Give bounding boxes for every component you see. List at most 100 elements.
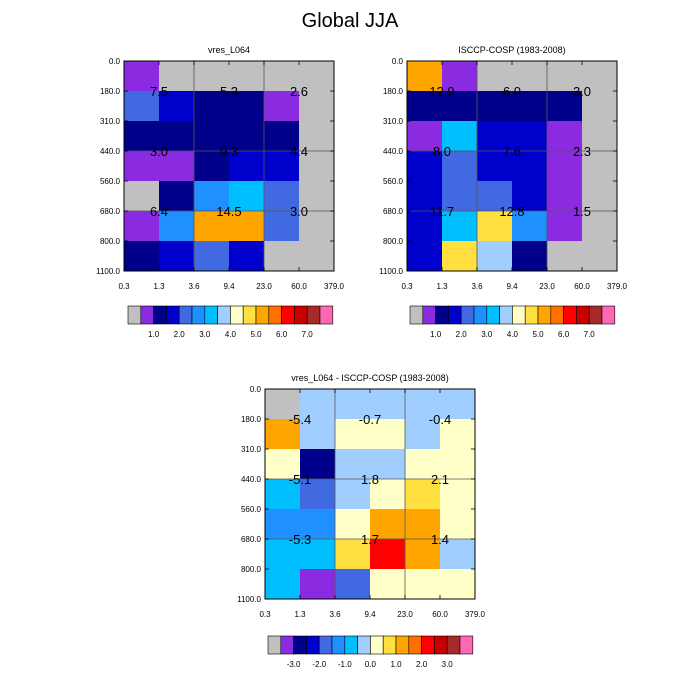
heatmap-cell [477,181,513,212]
colorbar-label: -3.0 [287,660,301,669]
heatmap-cell [124,211,160,242]
colorbar-label: 1.0 [148,330,160,339]
colorbar-label: 4.0 [225,330,237,339]
figure-title: Global JJA [301,10,399,32]
colorbar-box [191,305,206,325]
heatmap-cell [300,479,336,510]
colorbar-label: 6.0 [558,330,570,339]
heatmap-cell [407,91,443,122]
heatmap-panel-2: ISCCP-COSP (1983-2008) 12.9 6.0 3.0 8.0 7.6 2.… [379,45,627,339]
y-tick-label: 800.0 [241,565,262,574]
heatmap-cell [407,241,443,272]
y-tick-label: 1100.0 [96,267,120,276]
heatmap-cell [512,241,548,272]
x-tick-label: 60.0 [574,282,590,291]
heatmap-cell [440,449,476,480]
colorbar-box [204,305,218,325]
heatmap-cell [300,449,336,480]
colorbar-box [460,305,475,325]
heatmap-cell [582,181,618,212]
x-tick-label: 379.0 [607,282,628,291]
heatmap-cell [407,181,443,212]
colorbar: 1.0 2.0 3.0 4.0 5.0 6.0 7.0 [127,305,334,339]
x-tick-label: 379.0 [324,282,345,291]
colorbar-label: 7.0 [584,330,596,339]
colorbar-label: 0.0 [365,660,377,669]
heatmap-cell [265,569,301,600]
heatmap-cell [299,241,335,272]
cell-value-label: 7.6 [503,144,521,159]
heatmap-cell [264,61,300,92]
x-tick-label: 0.3 [118,282,130,291]
cell-value-label: 11.7 [430,204,454,219]
heatmap-cell [512,181,548,212]
cell-value-label: 2.3 [573,144,591,159]
heatmap-cell [264,151,300,182]
cell-value-label: 5.3 [220,84,238,99]
y-tick-label: 680.0 [383,207,404,216]
colorbar-label: 2.0 [456,330,468,339]
x-tick-label: 9.4 [506,282,518,291]
heatmap-cell [335,419,371,450]
colorbar-box [153,305,167,325]
heatmap-cell [440,509,476,540]
x-tick-label: 23.0 [539,282,555,291]
y-tick-label: 560.0 [100,177,121,186]
heatmap-cell [229,91,265,122]
heatmap-panel-1: vres_L064 7.5 5.3 2.6 3.0 9.3 4.4 6.4 14.5 3.0 0.0… [96,45,344,339]
heatmap-cell [405,539,441,570]
y-tick-label: 180.0 [383,87,404,96]
heatmap-cell [300,419,336,450]
colorbar-box [294,305,308,325]
heatmap-cell [442,121,478,152]
y-tick-label: 800.0 [100,237,121,246]
heatmap-cell [265,389,301,420]
heatmap-cell [442,61,478,92]
heatmap-cell [124,181,160,212]
cell-value-label: 4.4 [290,144,308,159]
heatmap-cell [582,211,618,242]
heatmap-cell [477,151,513,182]
heatmap-cell [405,449,441,480]
colorbar-label: 1.0 [430,330,442,339]
heatmap-cell [264,181,300,212]
x-tick-label: 379.0 [465,610,486,619]
heatmap-cell [512,61,548,92]
heatmap-cell [229,121,265,152]
heatmap-cell [299,211,335,242]
heatmap-cell [582,241,618,272]
heatmap-cell [265,479,301,510]
y-tick-label: 180.0 [241,415,262,424]
colorbar-label: 1.0 [390,660,402,669]
heatmap-cell [124,241,160,272]
heatmap-cell [229,241,265,272]
heatmap-cell [159,121,195,152]
colorbar-box [306,635,320,655]
heatmap-cell [264,241,300,272]
heatmap-cell [547,91,583,122]
heatmap-cell [442,181,478,212]
x-tick-label: 3.6 [188,282,200,291]
colorbar-box [306,305,321,325]
heatmap-cell [477,91,513,122]
cell-value-label: 14.5 [216,204,241,219]
cell-value-label: 1.4 [431,532,449,547]
heatmap-cell [370,419,406,450]
heatmap-cell [547,181,583,212]
heatmap-cell [265,419,301,450]
heatmap-cell [477,241,513,272]
heatmap-cell [370,509,406,540]
heatmap-cell [582,151,618,182]
colorbar-box [409,305,424,325]
heatmap-cell [229,151,265,182]
y-tick-label: 310.0 [100,117,121,126]
cell-value-label: 12.9 [429,84,454,99]
cell-value-label: 3.0 [290,204,308,219]
colorbar-box [588,305,603,325]
y-tick-label: 440.0 [241,475,262,484]
colorbar-box [267,635,282,655]
colorbar-box [281,305,295,325]
colorbar-label: 3.0 [481,330,493,339]
cell-value-label: 6.0 [503,84,521,99]
